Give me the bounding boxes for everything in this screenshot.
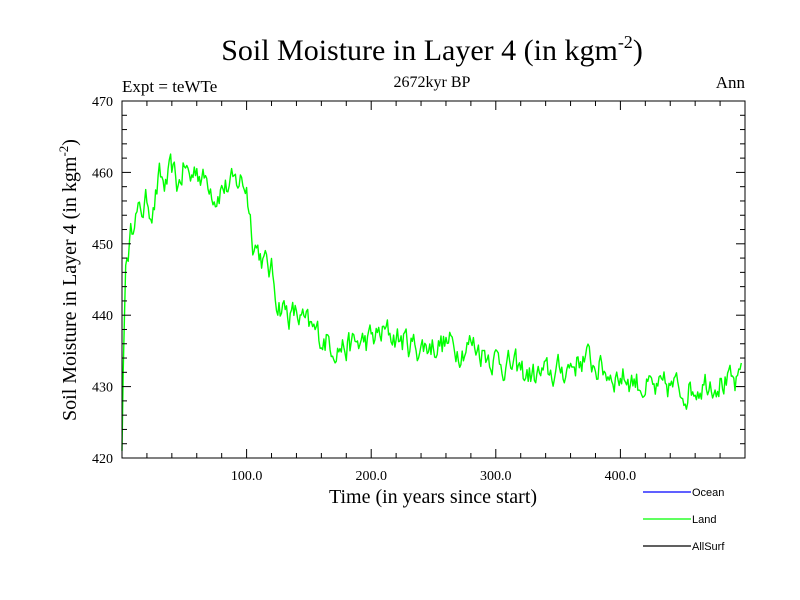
chart-title-superscript: -2	[618, 32, 633, 52]
legend-label-ocean: Ocean	[692, 487, 724, 499]
subtitle-right: Ann	[716, 73, 746, 92]
x-tick-label: 300.0	[480, 469, 512, 484]
x-axis-label: Time (in years since start)	[329, 486, 537, 508]
x-tick-label: 400.0	[605, 469, 637, 484]
chart-title-close: )	[633, 34, 643, 67]
legend-label-allsurf: AllSurf	[692, 541, 725, 553]
y-tick-label: 460	[92, 166, 113, 181]
plot-frame	[121, 100, 746, 459]
subtitle-left: Expt = teWTe	[122, 77, 217, 96]
y-axis-label-superscript: -2	[56, 146, 71, 157]
series-layer	[121, 153, 742, 451]
y-tick-label: 430	[92, 381, 113, 396]
y-axis-label: Soil Moisture in Layer 4 (in kgm-2)	[56, 139, 81, 421]
y-tick-label: 450	[92, 238, 113, 253]
chart-title-text: Soil Moisture in Layer 4 (in kgm	[221, 34, 618, 67]
legend: Ocean Land AllSurf	[643, 487, 725, 553]
series-line-land	[121, 153, 742, 451]
y-axis-label-close: )	[59, 139, 81, 146]
y-axis-label-text: Soil Moisture in Layer 4 (in kgm	[59, 156, 81, 421]
y-tick-label: 470	[92, 95, 113, 110]
x-tick-label: 200.0	[355, 469, 387, 484]
svg-text:Soil Moisture in Layer 4 (in k: Soil Moisture in Layer 4 (in kgm-2)	[221, 32, 643, 67]
svg-text:Soil Moisture in Layer 4 (in k: Soil Moisture in Layer 4 (in kgm-2)	[56, 139, 81, 421]
legend-label-land: Land	[692, 514, 716, 526]
y-tick-label: 420	[92, 452, 113, 467]
chart-title: Soil Moisture in Layer 4 (in kgm-2)	[221, 32, 643, 67]
subtitle-center: 2672kyr BP	[394, 74, 471, 91]
axis-ticks: 100.0 200.0 300.0 400.0 420 430 440 450 460 470	[92, 95, 745, 484]
x-tick-label: 100.0	[231, 469, 263, 484]
y-tick-label: 440	[92, 309, 113, 324]
